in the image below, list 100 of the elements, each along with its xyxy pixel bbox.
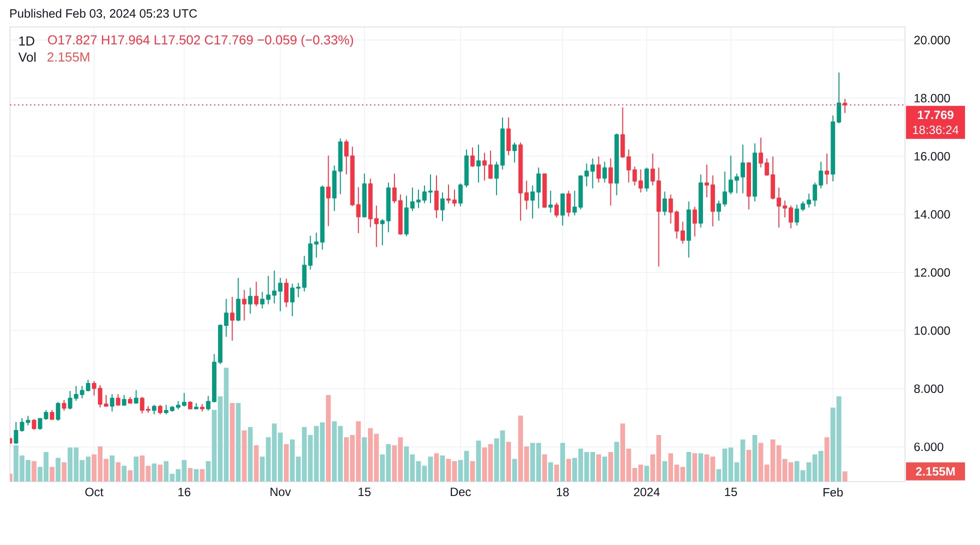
bar (662, 461, 668, 482)
bar (548, 462, 554, 482)
y-tick-label: 8.000 (914, 384, 944, 393)
y-tick-label: 20.000 (914, 36, 950, 44)
bar (644, 466, 650, 482)
y-tick-label: 18.000 (914, 94, 950, 102)
bar (134, 456, 139, 482)
bar (284, 444, 289, 482)
candlestick (596, 156, 601, 183)
candlestick (698, 174, 703, 228)
bar (434, 453, 439, 482)
x-tick-label: 18 (556, 488, 569, 496)
candlestick (566, 190, 571, 217)
bar (158, 464, 163, 482)
candlestick (428, 174, 433, 204)
candlestick (512, 142, 517, 163)
chart-title: Vol (18, 52, 36, 62)
bar (254, 445, 259, 482)
candlestick (440, 192, 445, 222)
candlestick (230, 296, 234, 341)
bar (602, 456, 608, 482)
candlestick (560, 193, 565, 226)
candlestick (122, 394, 126, 406)
candlestick (242, 290, 246, 321)
candlestick (62, 400, 66, 411)
bar (152, 463, 157, 482)
candlestick (686, 201, 691, 258)
candlestick (14, 422, 18, 444)
candlestick (236, 278, 240, 322)
candlestick (458, 183, 463, 206)
candlestick (50, 410, 54, 420)
text: 18:36:24 (913, 126, 958, 134)
candlestick (422, 185, 427, 204)
bar (614, 442, 620, 482)
candlestick (752, 143, 758, 202)
y-tick-label: 10.000 (914, 326, 950, 335)
bar (608, 452, 614, 482)
candlestick (158, 404, 162, 414)
candlestick (476, 144, 481, 183)
candlestick (200, 404, 204, 412)
bar (566, 458, 572, 482)
candlestick (284, 278, 288, 308)
x-tick-label: Dec (450, 488, 471, 496)
x-tick-label: 15 (725, 488, 737, 496)
candlestick (614, 133, 619, 196)
candlestick (470, 147, 475, 167)
x-tick-label: Feb (824, 488, 843, 497)
candlestick (128, 396, 132, 404)
text: 1D (19, 36, 34, 46)
candlestick (188, 400, 192, 410)
candlestick (386, 182, 391, 232)
candlestick (506, 117, 511, 156)
x-tick-label: 16 (178, 488, 190, 496)
text: O17.827 H17.964 L17.502 C17.769 −0.059 (−0.33%) (48, 34, 354, 48)
bar (824, 437, 830, 482)
bar (560, 442, 566, 482)
candlestick (38, 418, 42, 430)
candlestick (824, 153, 830, 184)
candlestick (68, 390, 72, 410)
bar (326, 395, 331, 482)
bar (230, 403, 235, 482)
candlestick (254, 282, 258, 306)
candlestick (32, 419, 36, 430)
bar (248, 426, 253, 482)
bar (242, 430, 247, 482)
candlestick (380, 219, 385, 246)
annotation: 2.155M (48, 52, 90, 62)
bar (440, 455, 445, 482)
y-tick-label: 6.000 (914, 442, 944, 452)
x-tick-label: 15 (358, 488, 371, 496)
candlestick (410, 187, 415, 212)
bar (746, 450, 752, 482)
bar (476, 440, 481, 482)
bar (32, 461, 36, 482)
bar (842, 471, 848, 482)
candlestick (116, 394, 120, 406)
candlestick (608, 158, 613, 206)
bar (116, 462, 121, 482)
candlestick (194, 403, 198, 410)
y-tick-label: 14.000 (914, 210, 950, 219)
text: 2.155M (916, 467, 955, 476)
bar (692, 453, 698, 482)
bar (62, 462, 66, 482)
x-tick-label: Nov (270, 488, 291, 496)
candlestick (494, 162, 499, 196)
candlestick (482, 152, 487, 181)
candlestick (404, 196, 409, 236)
bar (752, 434, 758, 482)
candlestick (644, 167, 649, 192)
x-tick-label: Oct (85, 488, 104, 496)
candlestick (602, 162, 607, 183)
ref-line-label: 17.769 (918, 110, 954, 120)
bar (698, 453, 704, 482)
bar (512, 458, 517, 482)
candlestick (746, 162, 752, 210)
candlestick (362, 174, 367, 218)
candlestick (326, 155, 331, 226)
candlestick (662, 192, 667, 216)
candlestick (26, 416, 30, 426)
bar (596, 454, 602, 482)
